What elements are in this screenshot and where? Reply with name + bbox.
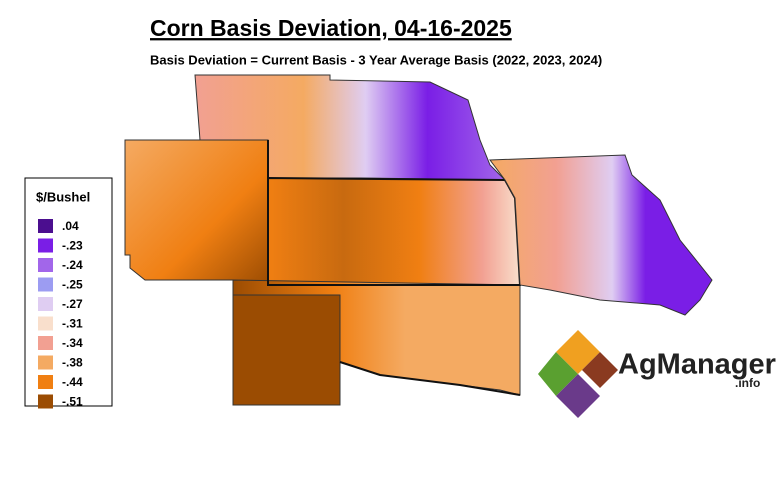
legend-swatch (38, 394, 53, 409)
legend-swatch (38, 355, 53, 370)
legend-label: -.34 (62, 336, 83, 350)
legend-label: -.23 (62, 239, 83, 253)
region-missouri (489, 154, 713, 316)
logo-diamond (538, 352, 578, 396)
region-kansas (267, 176, 522, 286)
legend-swatch (38, 336, 53, 350)
legend-label: -.27 (62, 297, 83, 311)
legend-label: -.44 (62, 375, 83, 389)
legend-label: -.25 (62, 278, 83, 292)
state-border (339, 361, 521, 396)
legend-label: -.31 (62, 317, 83, 331)
legend-label: -.51 (62, 395, 83, 409)
legend-swatch (38, 277, 53, 292)
logo-diamond (582, 352, 618, 388)
legend-items: .04 -.23 -.24 -.25 -.27 -.31 -.34 -.38 -.44 -.51 (38, 219, 83, 409)
logo-suffix: .info (735, 376, 760, 390)
legend-swatch (38, 238, 53, 253)
logo: AgManager .info (538, 330, 776, 418)
legend-label: -.38 (62, 356, 83, 370)
logo-name: AgManager (618, 349, 776, 381)
legend-swatch (38, 375, 53, 389)
subtitle: Basis Deviation = Current Basis - 3 Year… (150, 52, 602, 67)
legend-title: $/Bushel (36, 189, 90, 204)
legend-swatch (38, 219, 53, 233)
logo-diamond (556, 374, 600, 418)
legend: $/Bushel .04 -.23 -.24 -.25 -.27 -.31 -.34 -.38… (24, 177, 113, 409)
legend-label: -.24 (62, 258, 83, 272)
legend-swatch (38, 258, 53, 272)
state-border (267, 140, 520, 286)
legend-swatch (38, 316, 53, 331)
title: Corn Basis Deviation, 04-16-2025 (150, 15, 512, 41)
legend-swatch (38, 297, 53, 311)
region-panhandle (232, 294, 341, 406)
map (124, 74, 713, 406)
region-colorado (124, 139, 269, 286)
legend-label: .04 (62, 219, 79, 233)
legend-box (24, 177, 113, 407)
